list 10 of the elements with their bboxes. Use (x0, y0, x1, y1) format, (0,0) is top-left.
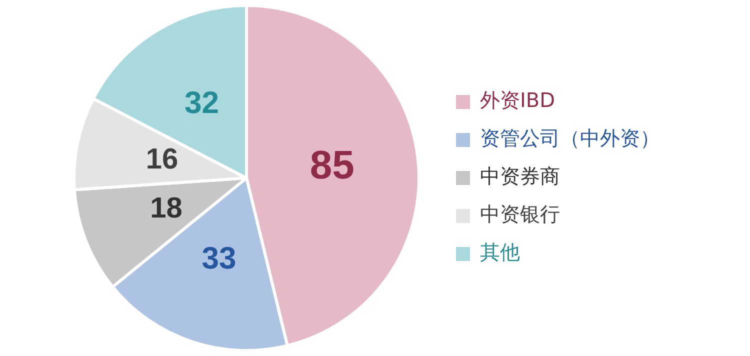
legend-label: 外资IBD (480, 88, 556, 112)
data-label: 85 (310, 144, 354, 188)
data-label: 18 (150, 192, 182, 225)
data-label: 16 (146, 143, 178, 176)
data-label: 32 (184, 84, 219, 120)
legend-label: 其他 (480, 240, 520, 264)
legend-label: 中资券商 (480, 164, 560, 188)
data-label: 33 (202, 240, 236, 276)
legend-label: 资管公司（中外资） (480, 126, 660, 150)
legend-label: 中资银行 (480, 202, 560, 226)
